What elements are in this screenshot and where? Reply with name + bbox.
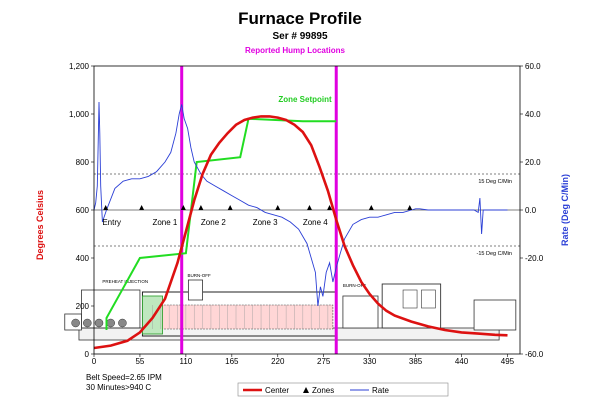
y-right-tick-label: 40.0: [525, 110, 541, 119]
furnace-label-preheat: PREHEAT INJECTION: [102, 279, 148, 284]
furnace-entry-section: [81, 289, 141, 329]
x-tick-label: 495: [501, 357, 515, 366]
y-left-tick-label: 600: [76, 206, 90, 215]
x-tick-label: 0: [92, 357, 97, 366]
zone-marker: [198, 205, 204, 210]
y-left-tick-label: 0: [85, 350, 90, 359]
zone-label: Zone 3: [253, 218, 278, 227]
legend-center-label: Center: [265, 386, 289, 395]
legend-box: [237, 382, 449, 397]
x-tick-label: 165: [225, 357, 239, 366]
zone-marker: [368, 205, 374, 210]
zone-marker: [227, 205, 233, 210]
axes: 0 200 400 600 800 1,000 1,200 -60.0 -20.0 0.0 20.0…: [69, 62, 544, 366]
footer-belt-speed: Belt Speed=2.65 IPM: [86, 373, 162, 382]
y-right-tick-label: 20.0: [525, 158, 541, 167]
y-right-tick-label: 0.0: [525, 206, 537, 215]
zone-label: Zone 1: [152, 218, 177, 227]
furnace-control-panel: [421, 289, 436, 309]
zone-label: Entry: [102, 218, 121, 227]
zone-marker: [103, 205, 109, 210]
y-right-label: Rate (Deg C/Min): [560, 174, 570, 246]
zone-label: Zone 2: [201, 218, 226, 227]
chart-title: Furnace Profile: [238, 9, 362, 28]
x-tick-label: 330: [363, 357, 377, 366]
legend-zones-marker: [303, 387, 309, 393]
y-left-tick-label: 1,200: [69, 62, 90, 71]
x-tick-label: 385: [409, 357, 423, 366]
furnace-roller: [94, 318, 104, 328]
y-left-tick-label: 200: [76, 302, 90, 311]
furnace-control-panel: [402, 289, 418, 309]
legend-rate-label: Rate: [372, 386, 389, 395]
furnace-exit-table: [473, 299, 517, 331]
furnace-roller: [118, 318, 127, 328]
y-right-tick-label: 60.0: [525, 62, 541, 71]
x-tick-label: 55: [135, 357, 144, 366]
zone-marker: [139, 205, 145, 210]
furnace-roller: [71, 318, 80, 328]
y-left-tick-label: 1,000: [69, 110, 90, 119]
x-tick-label: 110: [179, 357, 192, 366]
hump-label: Reported Hump Locations: [245, 46, 346, 55]
zone-markers: Entry Zone 1 Zone 2 Zone 3 Zone 4: [102, 205, 413, 227]
data-series: [93, 101, 508, 350]
y-left-tick-label: 400: [76, 254, 90, 263]
zone-marker: [407, 205, 413, 210]
furnace-burnoff-unit: [187, 279, 203, 301]
x-tick-label: 275: [317, 357, 331, 366]
x-tick-label: 440: [455, 357, 469, 366]
y-left-tick-label: 800: [76, 158, 90, 167]
rate-ref-label: 15 Deg C/Min: [478, 179, 512, 185]
y-left-label: Degrees Celsius: [35, 190, 45, 260]
furnace-illustration: PREHEAT INJECTION BURN-OFF BURN-OFF: [64, 273, 517, 341]
y-right-tick-label: -60.0: [525, 350, 544, 359]
furnace-roller: [106, 318, 115, 328]
setpoint-label: Zone Setpoint: [278, 95, 332, 104]
rate-ref-label: -15 Deg C/Min: [477, 251, 512, 257]
footer-time: 30 Minutes>940 C: [86, 383, 151, 392]
rate-series-line: [93, 101, 508, 307]
furnace-cooling-section: [342, 295, 379, 329]
legend-zones-label: Zones: [312, 386, 334, 395]
furnace-label-burnoff-1: BURN-OFF: [188, 273, 211, 278]
zone-marker: [275, 205, 281, 210]
furnace-heating-zone: [145, 304, 334, 330]
chart-subtitle: Ser # 99895: [272, 31, 327, 42]
zone-label: Zone 4: [303, 218, 328, 227]
legend: Center Zones Rate: [237, 382, 449, 397]
zone-marker: [327, 205, 333, 210]
furnace-roller: [83, 318, 92, 328]
y-right-tick-label: -20.0: [525, 254, 544, 263]
center-series-line: [93, 115, 508, 350]
zone-marker: [180, 205, 186, 210]
furnace-label-burnoff-2: BURN-OFF: [343, 283, 366, 288]
zone-marker: [307, 205, 313, 210]
x-tick-label: 220: [271, 357, 285, 366]
